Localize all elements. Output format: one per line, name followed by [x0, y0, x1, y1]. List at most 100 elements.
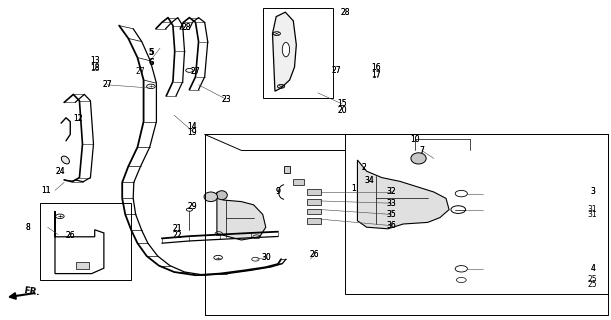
- Text: 11: 11: [41, 186, 51, 195]
- Text: 27: 27: [191, 68, 200, 76]
- Text: 32: 32: [386, 188, 396, 196]
- Text: 8: 8: [26, 223, 31, 232]
- Text: FR.: FR.: [23, 286, 41, 298]
- Bar: [293, 179, 304, 185]
- Text: 36: 36: [386, 221, 396, 230]
- Text: 20: 20: [337, 106, 347, 115]
- Text: 34: 34: [365, 176, 375, 185]
- Text: 16: 16: [371, 63, 381, 72]
- Text: 35: 35: [386, 210, 396, 219]
- Text: 29: 29: [188, 202, 197, 211]
- Ellipse shape: [61, 156, 70, 164]
- Polygon shape: [357, 160, 449, 229]
- Text: 27: 27: [102, 80, 112, 89]
- Text: 26: 26: [310, 250, 320, 259]
- Text: 35: 35: [386, 210, 396, 219]
- Bar: [307, 189, 321, 195]
- Text: 28: 28: [181, 23, 191, 32]
- Text: 14: 14: [188, 122, 197, 131]
- Text: 13: 13: [90, 56, 100, 65]
- Text: 24: 24: [56, 167, 65, 176]
- Ellipse shape: [204, 192, 218, 202]
- Text: 26: 26: [65, 231, 75, 240]
- Text: 36: 36: [386, 221, 396, 230]
- Text: 28: 28: [340, 8, 350, 17]
- Text: 18: 18: [90, 63, 100, 72]
- Text: 3: 3: [590, 188, 595, 196]
- Polygon shape: [284, 166, 290, 173]
- Text: 30: 30: [261, 253, 271, 262]
- Text: 28: 28: [340, 8, 350, 17]
- Bar: [205, 134, 608, 315]
- Text: 23: 23: [221, 95, 231, 104]
- Text: 21: 21: [172, 224, 182, 233]
- Text: 23: 23: [221, 95, 231, 104]
- Text: 10: 10: [411, 135, 420, 144]
- Polygon shape: [76, 262, 89, 269]
- Text: 7: 7: [419, 146, 424, 155]
- Text: 5: 5: [148, 48, 155, 57]
- Ellipse shape: [282, 43, 290, 57]
- Bar: [40, 203, 131, 280]
- Text: 24: 24: [56, 167, 65, 176]
- Text: 13: 13: [90, 56, 100, 65]
- Text: 6: 6: [149, 58, 154, 67]
- Text: 1: 1: [351, 184, 356, 193]
- Text: 3: 3: [590, 188, 595, 196]
- Text: 27: 27: [102, 80, 112, 89]
- Text: 18: 18: [90, 64, 100, 73]
- Bar: [345, 134, 608, 294]
- Text: 26: 26: [310, 250, 320, 259]
- Text: 27: 27: [331, 66, 341, 75]
- Text: 16: 16: [371, 63, 381, 72]
- Bar: [307, 218, 321, 224]
- Text: 19: 19: [188, 128, 197, 137]
- Text: 6: 6: [148, 58, 155, 67]
- Text: 12: 12: [73, 114, 82, 123]
- Text: 33: 33: [386, 199, 396, 208]
- Text: 30: 30: [261, 253, 271, 262]
- Text: 21: 21: [172, 224, 182, 233]
- Text: 9: 9: [276, 188, 280, 196]
- Text: 4: 4: [590, 264, 595, 273]
- Text: 5: 5: [149, 48, 154, 57]
- Text: 22: 22: [172, 231, 182, 240]
- Text: 27: 27: [136, 68, 145, 76]
- Text: 9: 9: [276, 188, 280, 196]
- Ellipse shape: [216, 191, 227, 200]
- Text: 32: 32: [386, 188, 396, 196]
- Text: 11: 11: [41, 186, 51, 195]
- Text: 31: 31: [588, 210, 598, 219]
- Text: 2: 2: [361, 164, 366, 172]
- Text: 4: 4: [590, 264, 595, 273]
- Text: 31: 31: [588, 205, 598, 214]
- Text: 22: 22: [172, 231, 182, 240]
- Text: 8: 8: [26, 223, 31, 232]
- Text: 12: 12: [73, 114, 82, 123]
- Text: 25: 25: [588, 276, 598, 284]
- Text: 17: 17: [371, 70, 381, 79]
- Text: 15: 15: [337, 100, 347, 108]
- Polygon shape: [217, 192, 266, 240]
- Text: 25: 25: [588, 280, 598, 289]
- Text: 19: 19: [188, 128, 197, 137]
- Text: 27: 27: [191, 68, 200, 76]
- Text: 34: 34: [365, 176, 375, 185]
- Ellipse shape: [411, 153, 426, 164]
- Text: 26: 26: [65, 231, 75, 240]
- Text: 20: 20: [337, 106, 347, 115]
- Text: 27: 27: [331, 66, 341, 75]
- Text: 1: 1: [351, 184, 356, 193]
- Text: 15: 15: [337, 100, 347, 108]
- Text: 2: 2: [361, 164, 366, 172]
- Text: 17: 17: [371, 71, 381, 80]
- Polygon shape: [273, 12, 296, 91]
- Bar: [307, 209, 321, 214]
- Text: 29: 29: [188, 202, 197, 211]
- Text: 28: 28: [181, 23, 191, 32]
- Text: 7: 7: [419, 146, 424, 155]
- Text: 33: 33: [386, 199, 396, 208]
- Bar: [307, 199, 321, 205]
- Bar: [263, 8, 333, 98]
- Text: 14: 14: [188, 122, 197, 131]
